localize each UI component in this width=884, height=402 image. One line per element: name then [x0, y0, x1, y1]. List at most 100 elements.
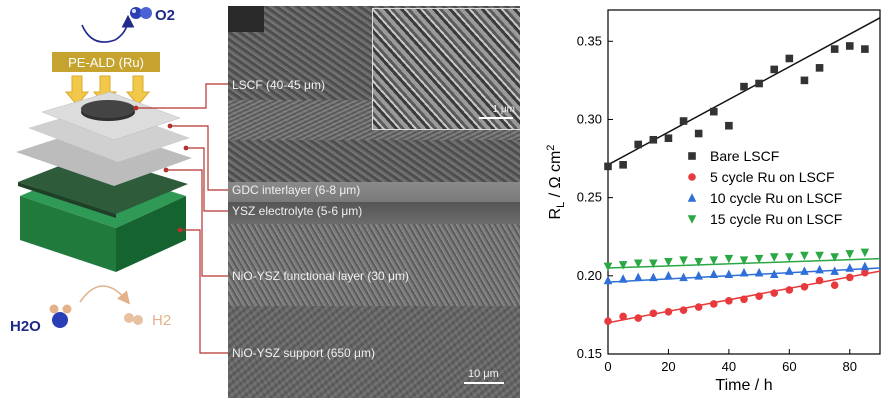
layer-connectors: [133, 83, 228, 354]
data-point-0: [785, 54, 794, 63]
data-point-0: [725, 121, 733, 130]
main-scale-label: 10 μm: [468, 368, 499, 380]
data-point-3: [649, 259, 658, 269]
cell-schematic: O2 PE-ALD (Ru) H2O: [10, 7, 228, 354]
x-tick-label: 20: [661, 359, 675, 374]
data-point-2: [618, 274, 628, 283]
data-point-3: [694, 257, 703, 267]
data-point-1: [725, 297, 733, 305]
data-point-2: [633, 272, 643, 282]
data-point-2: [739, 267, 749, 277]
data-point-3: [860, 248, 870, 258]
data-point-0: [664, 134, 673, 143]
data-point-1: [770, 289, 779, 297]
data-point-2: [769, 269, 779, 279]
data-point-3: [739, 256, 749, 265]
data-point-2: [694, 271, 703, 280]
legend-label-1: 5 cycle Ru on LSCF: [710, 169, 835, 185]
legend-marker-2: [687, 193, 697, 202]
data-point-1: [815, 276, 824, 285]
o2-label: O2: [155, 7, 175, 24]
legend-marker-3: [687, 215, 697, 224]
x-tick-label: 40: [722, 359, 736, 374]
data-point-1: [830, 281, 839, 290]
data-point-2: [603, 275, 613, 285]
x-tick-label: 60: [782, 359, 796, 374]
data-point-3: [754, 254, 764, 264]
data-point-2: [845, 263, 855, 272]
x-axis-label: Time / h: [715, 377, 772, 394]
data-point-3: [603, 262, 613, 272]
data-point-3: [845, 250, 855, 259]
sem-cross-section: 1 μm LSCF (40-45 μm) GDC interlayer (6-8…: [228, 6, 520, 398]
data-point-2: [815, 264, 824, 274]
legend-label-0: Bare LSCF: [710, 148, 779, 164]
peald-label: PE-ALD (Ru): [68, 55, 144, 70]
sem-inset: 1 μm: [372, 8, 520, 130]
y-tick-label: 0.25: [577, 190, 602, 205]
data-point-2: [664, 271, 673, 280]
y-tick-label: 0.35: [577, 33, 602, 48]
data-point-2: [830, 266, 839, 275]
plot-frame: [607, 9, 881, 355]
main-scale-bar: [464, 382, 504, 384]
data-point-0: [709, 107, 718, 116]
gdc-region: [228, 182, 520, 202]
legend-marker-0: [688, 152, 696, 160]
data-point-2: [754, 267, 764, 277]
data-point-0: [740, 82, 748, 91]
data-point-0: [694, 129, 703, 138]
h2-label: H2: [152, 312, 171, 329]
data-point-2: [800, 266, 809, 275]
y-tick-label: 0.20: [577, 268, 602, 283]
data-point-1: [634, 314, 643, 322]
data-point-0: [830, 45, 839, 53]
data-point-0: [619, 161, 627, 169]
o2-arrow-icon: [81, 14, 135, 43]
label-nio-support: NiO-YSZ support (650 μm): [232, 346, 375, 360]
data-point-0: [755, 79, 763, 88]
data-point-1: [785, 286, 794, 294]
data-point-1: [604, 317, 612, 325]
h2o-label: H2O: [10, 318, 41, 335]
legend-label-3: 15 cycle Ru on LSCF: [710, 211, 842, 227]
data-point-1: [800, 282, 809, 291]
data-point-2: [649, 272, 658, 282]
label-gdc: GDC interlayer (6-8 μm): [232, 183, 361, 197]
data-point-3: [618, 261, 628, 270]
data-point-1: [619, 312, 627, 321]
legend-label-2: 10 cycle Ru on LSCF: [710, 190, 842, 206]
data-point-2: [679, 272, 688, 282]
x-tick-label: 80: [843, 359, 857, 374]
x-tick-label: 0: [604, 359, 611, 374]
rl-time-chart: 0 20 40 60 80 0.15 0.20 0.25 0.30 0.35 Bare LSCF 5…: [545, 9, 881, 394]
y-tick-label: 0.15: [577, 346, 602, 361]
data-point-1: [709, 300, 718, 308]
data-point-3: [830, 253, 839, 262]
data-point-1: [694, 303, 703, 311]
inset-scale-label: 1 μm: [492, 104, 515, 115]
data-point-3: [800, 251, 809, 261]
y-axis-label: RL / Ω cm2: [545, 145, 567, 220]
o2-molecule-icon: [130, 7, 152, 19]
data-point-0: [845, 42, 854, 50]
data-point-1: [679, 306, 688, 315]
data-point-3: [633, 259, 643, 269]
data-point-3: [664, 257, 673, 267]
h2-arrow-icon: [79, 285, 131, 305]
h2-molecule-icon: [124, 313, 143, 325]
label-lscf: LSCF (40-45 μm): [232, 78, 325, 92]
data-point-0: [604, 162, 612, 171]
legend-marker-1: [688, 173, 696, 181]
data-point-3: [769, 253, 779, 262]
data-point-1: [649, 309, 658, 318]
data-point-3: [679, 256, 688, 265]
data-point-0: [800, 76, 809, 85]
data-point-1: [664, 307, 673, 316]
inset-scale-bar: [479, 117, 513, 119]
data-point-1: [740, 295, 748, 304]
y-tick-label: 0.30: [577, 111, 602, 126]
data-point-1: [861, 268, 869, 277]
data-point-2: [785, 266, 794, 275]
data-point-1: [845, 273, 854, 282]
